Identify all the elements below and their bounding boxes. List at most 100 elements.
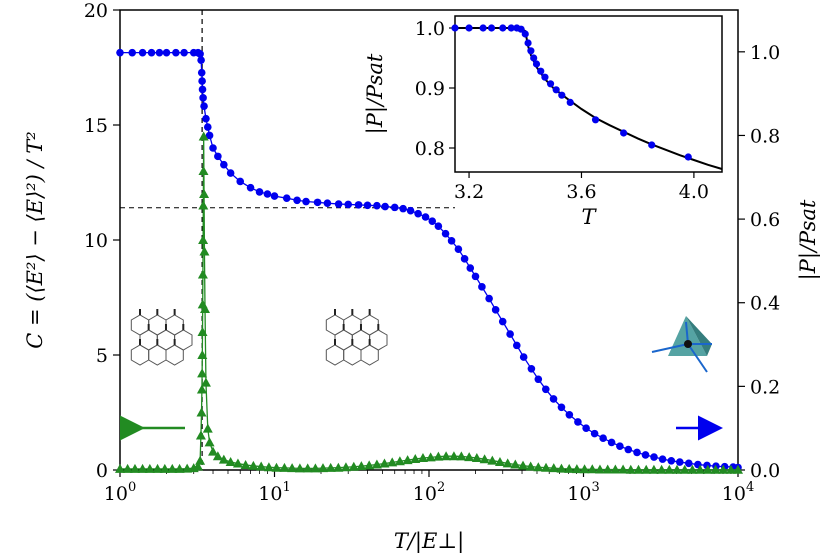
data-point — [137, 463, 148, 473]
x-axis-label: T/|E⊥| — [394, 529, 464, 554]
data-point — [199, 94, 207, 102]
data-point — [122, 463, 133, 473]
data-point — [371, 459, 382, 469]
data-point — [202, 423, 213, 433]
data-point — [433, 451, 444, 461]
inset-point — [527, 47, 535, 55]
inset-point — [558, 91, 566, 99]
data-point — [556, 463, 567, 473]
data-point — [464, 452, 475, 462]
data-point — [129, 463, 140, 473]
data-point — [602, 464, 613, 474]
data-point — [363, 201, 372, 210]
data-point — [174, 463, 185, 473]
data-point — [664, 464, 675, 474]
data-point — [518, 460, 529, 470]
inset-point — [451, 24, 459, 32]
data-point — [196, 50, 204, 58]
y-right-tick-label: 0.8 — [750, 125, 780, 147]
data-point — [196, 384, 207, 394]
data-point — [618, 464, 629, 474]
data-point — [525, 461, 536, 471]
data-point — [512, 341, 521, 350]
inset-point — [530, 54, 538, 62]
inset-plot: 3.2 3.6 4.0 0.8 0.9 1.0 T |P|/Psat — [363, 15, 723, 229]
data-point — [197, 350, 208, 359]
data-point — [541, 385, 550, 394]
data-point — [390, 203, 399, 212]
data-point — [624, 445, 633, 454]
data-point — [447, 237, 456, 245]
data-point — [144, 463, 155, 473]
inset-point — [487, 24, 496, 32]
data-point — [302, 197, 310, 206]
data-point — [594, 464, 605, 474]
data-point — [310, 463, 321, 473]
data-point — [441, 229, 450, 238]
data-point — [733, 464, 743, 474]
data-point — [417, 453, 428, 463]
data-point — [582, 424, 590, 432]
data-point — [172, 48, 180, 57]
inset-point — [684, 153, 692, 161]
data-point — [198, 200, 209, 210]
x-tick-label: 102 — [413, 480, 445, 505]
data-point — [587, 464, 598, 474]
data-point — [263, 190, 272, 198]
data-point — [485, 294, 493, 303]
data-point — [198, 131, 209, 141]
data-point — [116, 48, 124, 57]
tetrahedron-icon — [651, 316, 712, 373]
data-point — [381, 202, 389, 211]
data-point — [204, 437, 215, 447]
data-point — [364, 460, 375, 470]
data-point — [195, 455, 206, 465]
data-point — [487, 455, 498, 465]
data-point — [571, 464, 582, 474]
data-point — [541, 462, 552, 472]
data-point — [200, 304, 211, 313]
data-point — [313, 198, 322, 207]
data-point — [478, 283, 486, 291]
data-point — [226, 169, 235, 177]
data-point — [302, 463, 313, 473]
data-point — [152, 463, 163, 473]
data-point — [199, 246, 210, 256]
inset-y-tick-label: 0.8 — [415, 138, 445, 160]
data-point — [167, 463, 178, 473]
data-point — [667, 457, 676, 465]
data-point — [225, 456, 236, 466]
data-point — [159, 463, 170, 473]
data-point — [255, 188, 264, 196]
data-point — [425, 452, 436, 462]
data-point — [494, 456, 505, 466]
data-point — [197, 368, 208, 378]
y-left-tick-label: 10 — [84, 230, 108, 252]
data-point — [220, 160, 228, 169]
data-point — [356, 461, 367, 471]
data-point — [599, 434, 607, 443]
data-point — [348, 461, 359, 471]
data-point — [641, 451, 650, 459]
data-point — [414, 209, 422, 218]
data-point — [208, 446, 219, 456]
series-line — [120, 136, 738, 471]
data-point — [333, 462, 344, 472]
data-point — [218, 454, 229, 464]
inset-point — [507, 24, 515, 32]
main-plot: 100 101 102 103 104 0 5 10 15 20 0.0 0.2 0.4 0.6 0.8 1.… — [23, 0, 821, 554]
data-point — [672, 464, 683, 474]
data-point — [466, 264, 475, 272]
x-tick-label: 103 — [567, 480, 599, 505]
data-point — [471, 272, 480, 281]
data-point — [200, 377, 211, 387]
data-point — [684, 459, 693, 468]
x-tick-label: 100 — [104, 480, 136, 505]
data-point — [579, 464, 590, 474]
data-point — [162, 48, 171, 57]
y-right-tick-label: 0.4 — [750, 293, 780, 315]
inset-x-label: T — [581, 205, 597, 229]
data-point — [115, 463, 125, 473]
inset-point — [591, 116, 600, 124]
